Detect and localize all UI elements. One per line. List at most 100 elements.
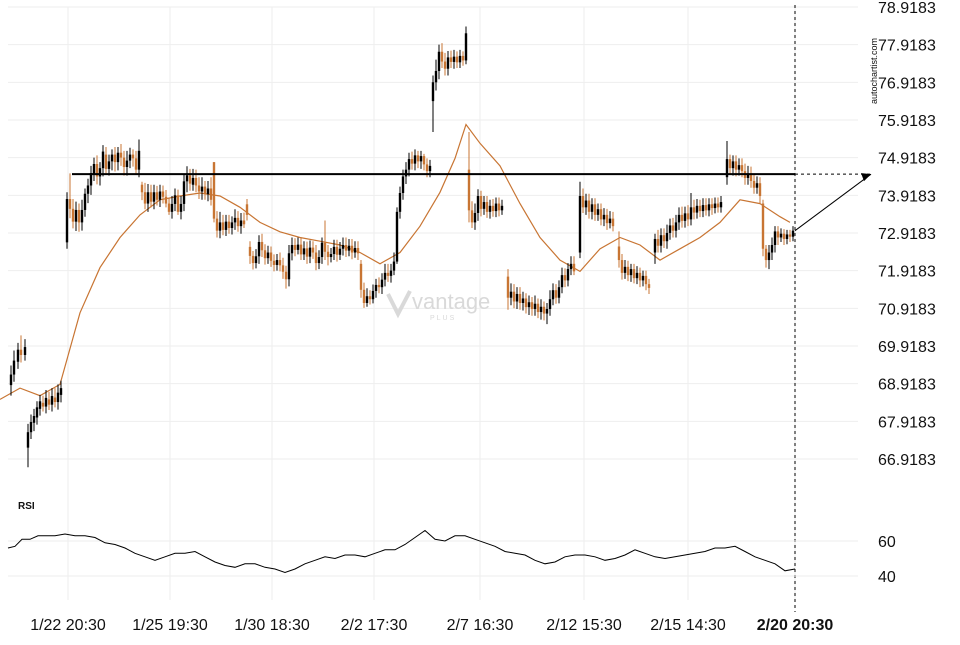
candle-body — [248, 246, 252, 256]
candle-body — [278, 260, 282, 266]
candle-body — [218, 222, 222, 231]
candle-body — [191, 177, 195, 185]
candle — [92, 157, 96, 181]
candle-body — [389, 270, 393, 276]
candle-body — [212, 162, 216, 219]
candle-body — [233, 217, 237, 223]
candle — [122, 150, 126, 176]
rsi-path — [7, 529, 796, 574]
candle-body — [12, 360, 16, 375]
candle — [290, 237, 294, 261]
candle — [119, 144, 123, 166]
candle-body — [536, 303, 540, 313]
candle — [458, 49, 462, 68]
candle-body — [344, 244, 348, 251]
candle — [26, 423, 30, 468]
x-axis-ticks: 1/22 20:30 1/25 19:30 1/30 18:30 2/2 17:30 2… — [30, 617, 833, 634]
candle-body — [452, 56, 456, 62]
candle — [245, 199, 249, 221]
candle — [143, 182, 147, 210]
y-tick-label: 71.9183 — [878, 264, 936, 281]
candle-body — [71, 208, 75, 222]
candle-body — [779, 233, 783, 238]
candle — [443, 52, 447, 76]
candle-body — [185, 175, 189, 182]
candle-body — [113, 154, 117, 163]
candle-body — [89, 173, 93, 186]
candle-body — [95, 164, 99, 177]
candle-body — [518, 293, 522, 303]
candle-body — [65, 199, 69, 243]
candle — [251, 251, 255, 270]
candle-body — [446, 57, 450, 69]
candle — [539, 299, 543, 320]
candle-body — [656, 238, 660, 246]
candle — [284, 265, 288, 289]
candle-body — [413, 155, 417, 164]
candle — [377, 277, 381, 294]
candle-body — [380, 279, 384, 288]
candle-body — [395, 211, 399, 262]
candle-body — [563, 275, 567, 281]
candle — [635, 266, 639, 285]
candle — [668, 218, 672, 240]
candle-body — [440, 51, 444, 62]
candle — [347, 238, 351, 257]
candle-body — [116, 152, 120, 163]
candle-body — [182, 181, 186, 204]
candle — [185, 166, 189, 193]
candle — [128, 147, 132, 169]
candle — [65, 192, 69, 249]
candle — [509, 283, 513, 306]
candle — [203, 180, 207, 200]
y-tick-label: 76.9183 — [878, 75, 936, 92]
candle-body — [407, 159, 411, 170]
candle-body — [530, 302, 534, 310]
candle-body — [737, 165, 741, 170]
candle-body — [272, 260, 276, 265]
candle — [335, 239, 339, 262]
candle-body — [707, 204, 711, 211]
candle — [311, 241, 315, 259]
candle-body — [19, 349, 23, 355]
candle — [725, 141, 729, 185]
candle-body — [572, 263, 576, 272]
candle — [785, 229, 789, 245]
candle — [695, 199, 699, 219]
candle — [455, 51, 459, 68]
candle-body — [281, 265, 285, 272]
candle-body — [695, 205, 699, 213]
candle — [413, 149, 417, 171]
candle — [530, 296, 534, 316]
candle-body — [527, 302, 531, 308]
candle — [689, 193, 693, 226]
candle — [521, 291, 525, 311]
candle-body — [716, 203, 720, 208]
candle — [113, 147, 117, 172]
candle — [674, 214, 678, 238]
y-tick-label: 77.9183 — [878, 38, 936, 55]
candle — [686, 205, 690, 227]
candle-body — [176, 195, 180, 212]
candle — [581, 188, 585, 213]
candle — [272, 254, 276, 272]
candle — [791, 226, 795, 242]
candle-body — [758, 183, 762, 197]
candle-body — [299, 244, 303, 255]
candle-body — [56, 392, 60, 403]
candle-body — [362, 289, 366, 303]
candle — [173, 188, 177, 212]
candle — [764, 244, 768, 268]
candle-body — [275, 260, 279, 265]
candle — [587, 193, 591, 219]
candle-body — [206, 188, 210, 195]
candle — [41, 395, 45, 412]
candle — [326, 244, 330, 266]
candle — [380, 273, 384, 294]
candle — [632, 263, 636, 284]
candle — [758, 177, 762, 204]
candle-body — [107, 161, 111, 169]
candle — [404, 162, 408, 184]
candle-body — [311, 247, 315, 253]
candle-body — [341, 244, 345, 249]
